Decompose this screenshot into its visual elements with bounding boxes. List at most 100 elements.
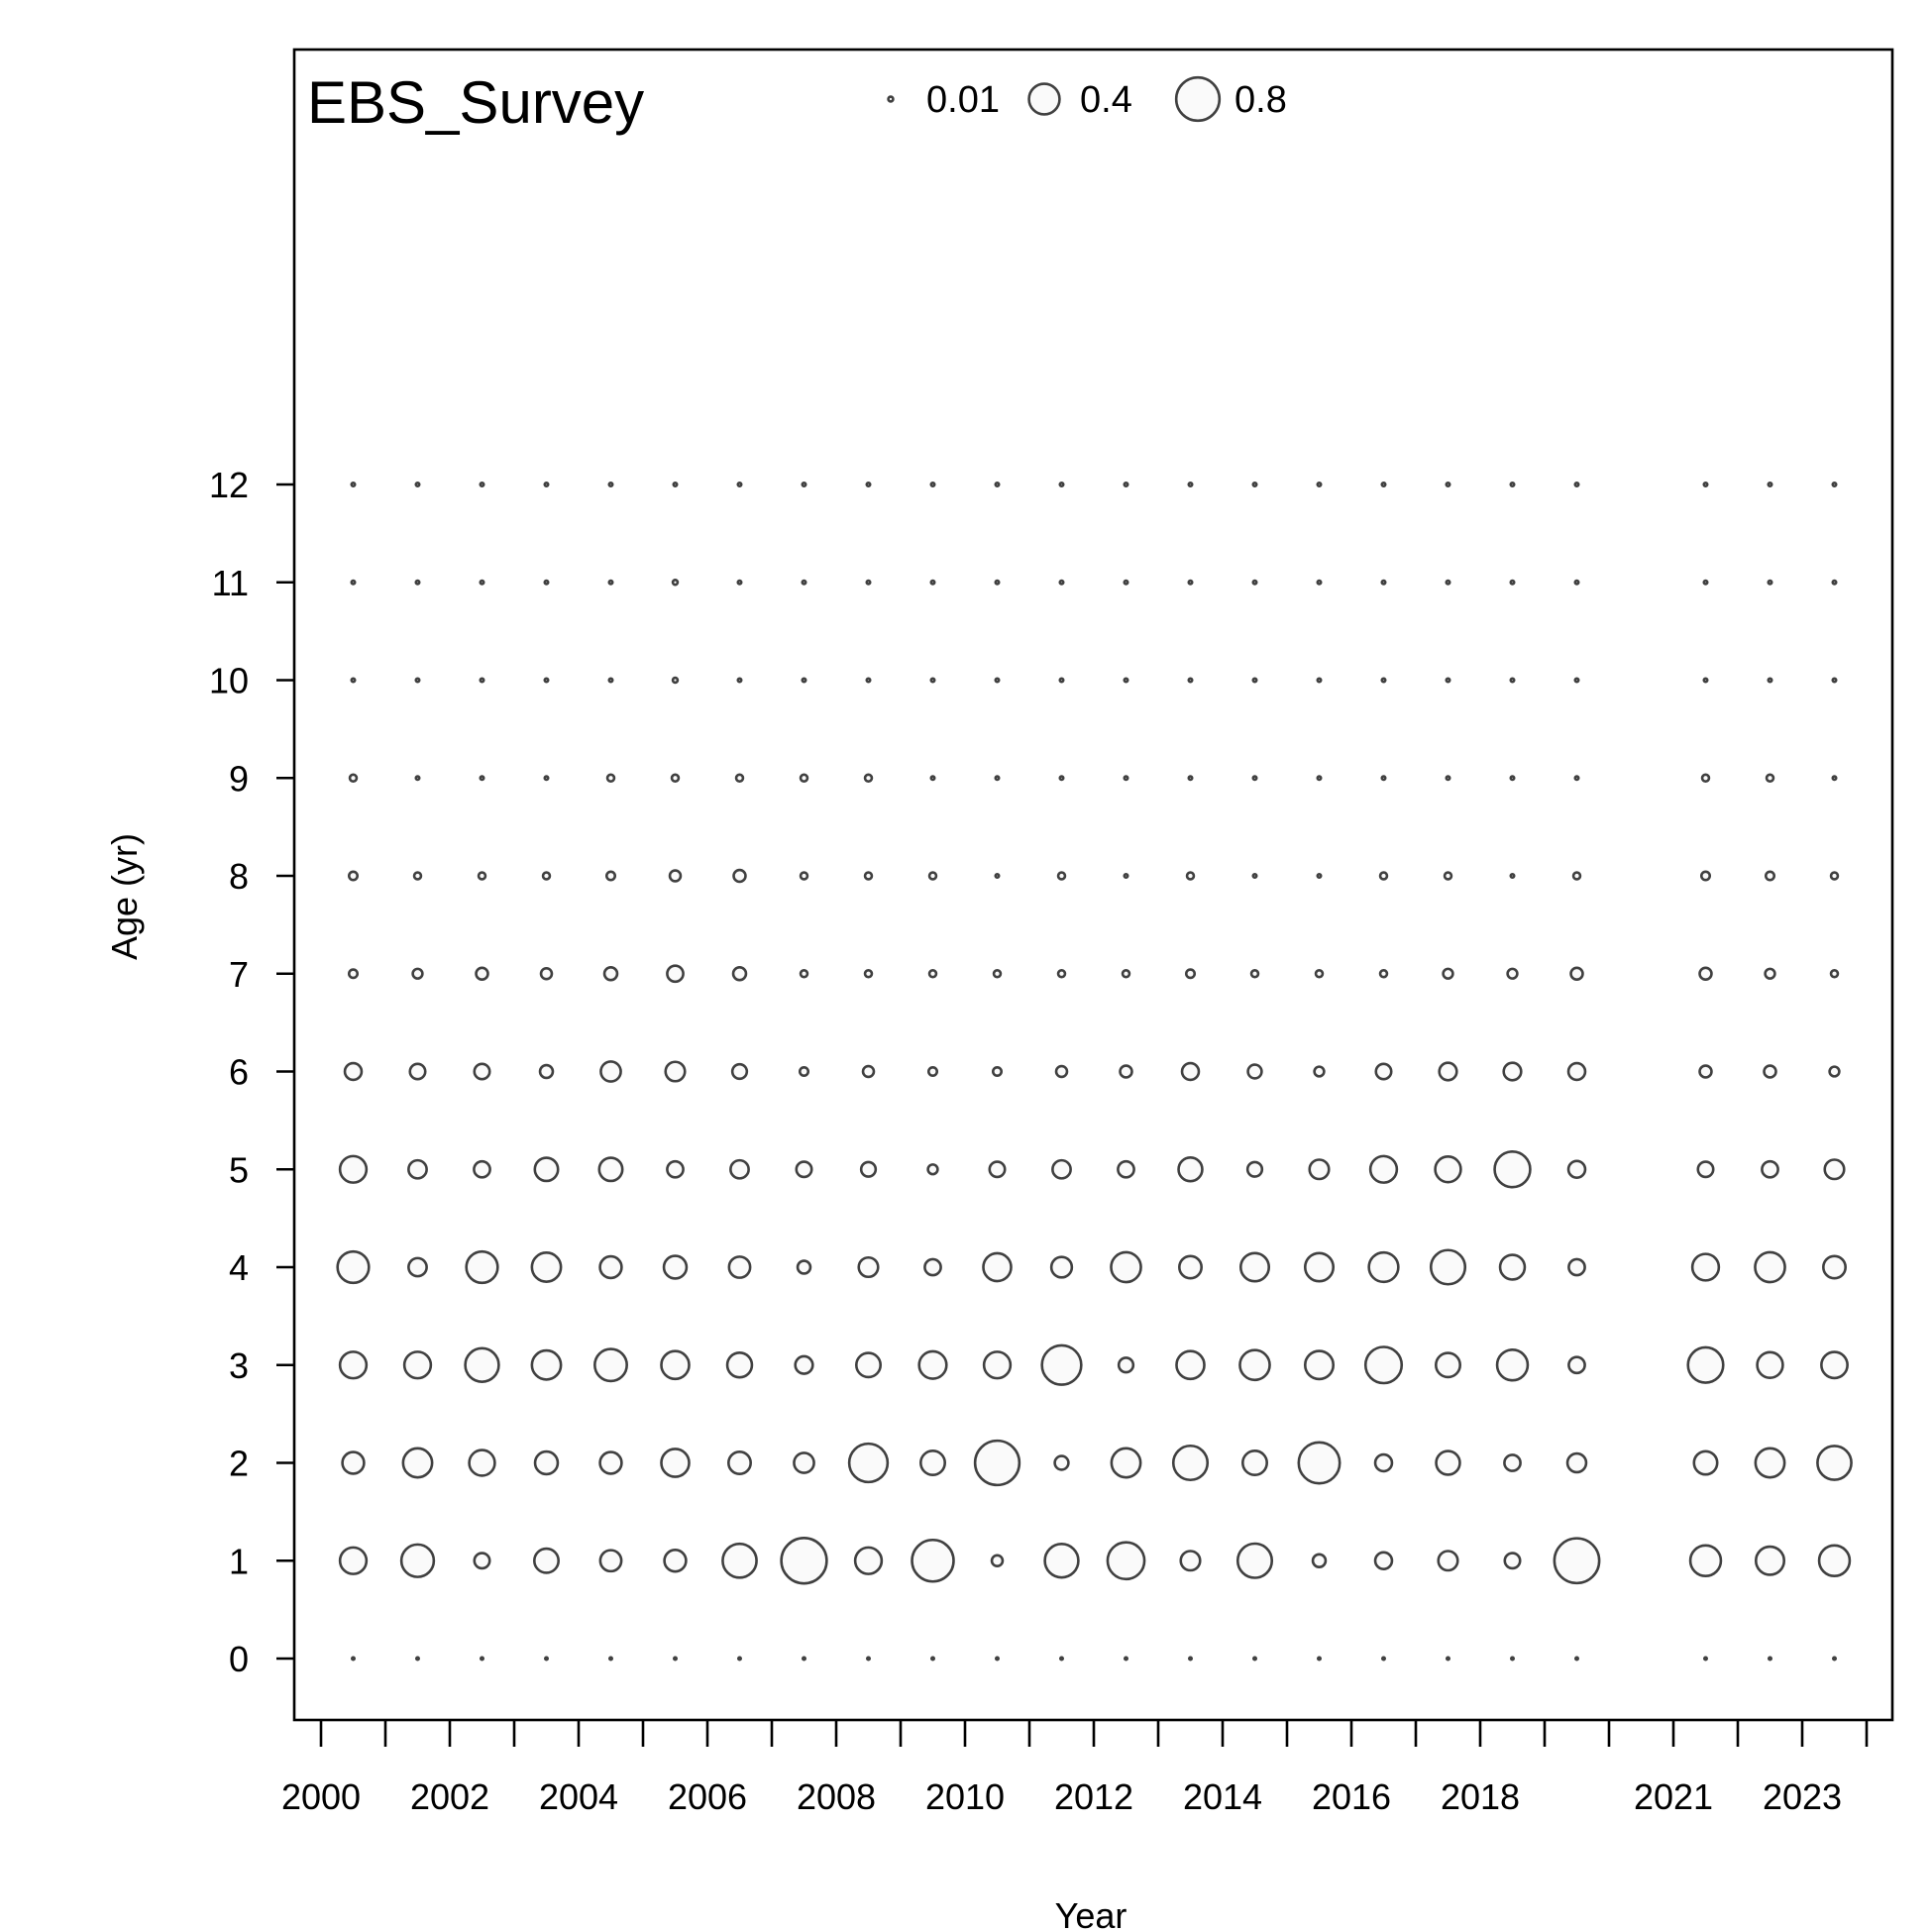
bubble xyxy=(602,965,619,982)
bubble xyxy=(598,1254,623,1280)
y-tick-label: 9 xyxy=(229,758,249,799)
bubble xyxy=(598,1549,623,1573)
bubble xyxy=(414,481,421,488)
bubble xyxy=(1058,481,1065,488)
bubble xyxy=(1317,1656,1323,1662)
bubble xyxy=(847,1442,890,1484)
bubble xyxy=(1823,1158,1846,1181)
bubble xyxy=(917,1349,948,1380)
bubble xyxy=(464,1346,500,1383)
bubble xyxy=(533,1156,560,1183)
bubble xyxy=(1123,677,1129,684)
bubble xyxy=(1767,579,1773,586)
bubble xyxy=(992,968,1003,979)
bubble xyxy=(798,1065,810,1078)
bubble xyxy=(607,579,614,586)
bubble xyxy=(991,1065,1004,1078)
bubble xyxy=(350,677,357,684)
bubble xyxy=(1567,1355,1586,1375)
bubble xyxy=(533,1449,560,1476)
bubble xyxy=(1817,1544,1852,1577)
bubble xyxy=(927,871,938,881)
bubble xyxy=(801,677,807,684)
bubble xyxy=(794,1354,814,1375)
bubble xyxy=(347,968,360,980)
bubble xyxy=(1700,773,1711,784)
bubble xyxy=(863,968,874,979)
bubble xyxy=(793,1451,815,1474)
bubble xyxy=(666,964,685,984)
bubble xyxy=(1754,1545,1786,1576)
bubble xyxy=(1303,1251,1336,1283)
bubble xyxy=(663,1549,688,1573)
bubble xyxy=(1311,1553,1328,1569)
bubble xyxy=(1235,1542,1274,1579)
bubble xyxy=(1110,1250,1142,1284)
bubble xyxy=(338,1350,369,1380)
y-tick-label: 2 xyxy=(229,1444,249,1484)
bubble xyxy=(607,481,614,488)
bubble xyxy=(1303,1349,1336,1381)
bubble xyxy=(1245,1160,1264,1178)
bubble xyxy=(1123,775,1129,782)
bubble xyxy=(1446,1656,1451,1662)
bubble xyxy=(465,1249,499,1285)
bubble xyxy=(1363,1345,1404,1385)
bubble xyxy=(343,1061,364,1082)
x-axis: 2000 2002 2004 2006 2008 2010 2012 2014 2016 2018… xyxy=(281,1720,1869,1817)
bubble xyxy=(926,1065,939,1078)
bubble xyxy=(1434,1155,1462,1184)
bubble xyxy=(799,773,809,784)
bubble xyxy=(1251,775,1258,782)
bubble xyxy=(1378,968,1389,979)
bubble xyxy=(414,677,421,684)
bubble xyxy=(1509,677,1516,684)
bubble xyxy=(672,1656,678,1662)
bubble xyxy=(865,481,872,488)
bubble xyxy=(994,677,1001,684)
bubble xyxy=(801,579,807,586)
bubble xyxy=(727,1255,752,1279)
bubble xyxy=(926,1163,939,1176)
bubble xyxy=(479,579,485,586)
bubble xyxy=(1251,579,1258,586)
bubble xyxy=(336,1249,371,1285)
bubble xyxy=(1688,1544,1723,1577)
bubble xyxy=(660,1448,691,1478)
legend-bubble xyxy=(1174,75,1222,123)
bubble xyxy=(350,579,357,586)
bubble xyxy=(1374,1062,1393,1081)
bubble xyxy=(1435,1449,1461,1476)
bubble xyxy=(736,677,743,684)
bubble xyxy=(1702,677,1709,684)
bubble xyxy=(1566,1061,1587,1082)
bubble xyxy=(1829,968,1840,979)
bubble xyxy=(350,481,357,488)
bubble xyxy=(731,965,748,982)
bubble xyxy=(347,870,360,882)
bubble xyxy=(911,1538,955,1583)
bubble xyxy=(671,676,680,685)
bubble xyxy=(1553,1537,1601,1585)
bubble xyxy=(1178,1254,1203,1280)
bubble xyxy=(1123,579,1129,586)
bubble xyxy=(1316,677,1323,684)
bubble xyxy=(734,773,745,784)
bubble xyxy=(865,579,872,586)
bubble xyxy=(1252,1656,1258,1662)
bubble xyxy=(607,1656,613,1662)
bubble xyxy=(597,1156,624,1183)
bubble xyxy=(732,868,747,884)
bubble xyxy=(475,966,489,982)
bubble xyxy=(801,481,807,488)
bubble xyxy=(1373,1452,1394,1473)
bubble xyxy=(543,481,550,488)
bubble xyxy=(1435,1351,1462,1379)
x-tick-label: 2010 xyxy=(925,1776,1005,1817)
bubble xyxy=(1316,579,1323,586)
bubble xyxy=(1443,871,1453,881)
bubble xyxy=(1123,872,1129,880)
bubble xyxy=(1316,872,1323,880)
bubble xyxy=(1316,775,1323,782)
